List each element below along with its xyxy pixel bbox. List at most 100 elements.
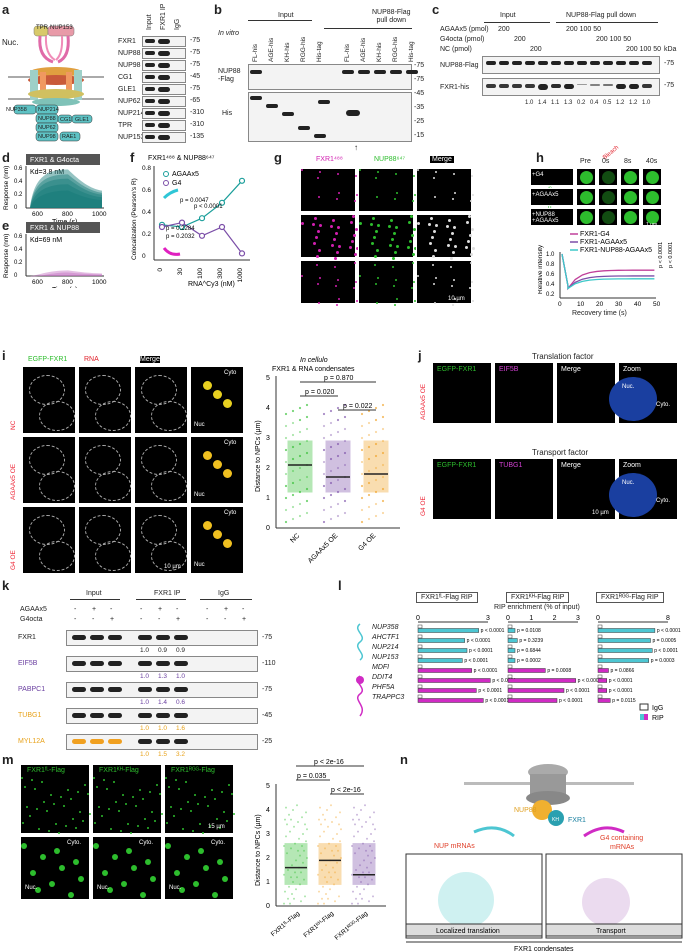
c-band-fxr1	[551, 84, 561, 89]
g-puncta	[301, 169, 303, 171]
l-rip-bar	[417, 658, 463, 663]
k-quant: 1.6	[176, 725, 186, 732]
a-kda: -75	[190, 37, 201, 44]
i-jitter-point	[329, 481, 333, 485]
c-band-fxr1	[564, 84, 574, 90]
g-puncta	[376, 196, 378, 198]
l-rip-bar	[597, 638, 651, 643]
a-band-input	[145, 99, 155, 103]
l-rip-bar	[597, 628, 656, 633]
h-frap-image	[642, 168, 662, 186]
m-pval: p < 2e-16	[331, 787, 361, 794]
k-band	[72, 739, 86, 744]
l-rip-bar	[507, 678, 576, 683]
l-rip-bar	[597, 688, 607, 693]
h-droplet	[624, 171, 637, 184]
k-band	[156, 635, 170, 640]
l-gene: NUP358	[372, 624, 399, 631]
m-jitter-point	[353, 806, 355, 809]
f-arrow-down	[162, 247, 181, 256]
m-jitter-point	[292, 881, 294, 883]
i-col-title: Zoom	[196, 356, 214, 363]
i-xtick: G4 OE	[357, 532, 377, 552]
g-puncta	[472, 194, 474, 196]
m-puncta	[154, 820, 156, 822]
i-jitter-point	[298, 418, 302, 422]
i-zoom-puncta	[203, 381, 212, 390]
j-micrograph: TUBG1	[494, 458, 554, 520]
g-puncta	[319, 171, 321, 173]
a-band-ip	[158, 51, 170, 56]
m-jitter-point	[325, 893, 327, 895]
b-band-top	[406, 70, 418, 74]
m-jitter-point	[333, 883, 335, 886]
m-jitter-point	[317, 873, 319, 876]
i-jitter-point	[291, 517, 295, 521]
h-frap-image	[642, 208, 662, 226]
l-igg-bar	[507, 654, 513, 659]
g-puncta	[359, 222, 362, 225]
a-band-input	[145, 39, 155, 43]
g-puncta	[413, 175, 415, 177]
m-jitter-point	[327, 897, 329, 900]
i-jitter-point	[336, 466, 340, 470]
i-jitter-point	[305, 415, 309, 419]
l-igg-bar	[507, 674, 513, 679]
i-jitter-point	[374, 490, 378, 494]
a-band-ip	[158, 39, 170, 44]
k-band	[72, 635, 86, 640]
l-legend-rip: RIP	[652, 715, 664, 722]
k-row-label: TUBG1	[18, 712, 42, 719]
g-puncta	[414, 194, 416, 196]
n-condensate2	[582, 878, 630, 926]
k-band	[174, 661, 188, 666]
m-jitter-point	[319, 835, 321, 838]
a-band-ip	[158, 135, 170, 140]
k-quant: 1.0	[140, 673, 150, 680]
m-puncta	[122, 794, 124, 796]
a-band-input	[145, 111, 155, 115]
i-jitter-point	[284, 424, 288, 428]
g-puncta	[389, 244, 392, 247]
i-jitter-point	[291, 457, 295, 461]
i-jitter-point	[343, 499, 347, 503]
g-puncta	[316, 264, 318, 266]
c-band-fxr1	[486, 84, 496, 88]
m-zoom-puncta	[112, 854, 118, 860]
i-jitter-point	[291, 493, 295, 497]
h-xtick: 40	[634, 301, 642, 308]
c-band-fxr1	[538, 84, 548, 90]
g-puncta	[330, 225, 333, 228]
l-tick: 8	[666, 615, 670, 622]
cg1-label: CG1	[60, 117, 72, 123]
m-ytick: 2	[266, 855, 270, 862]
g-scale: 10 µm	[448, 296, 465, 302]
m-puncta	[233, 813, 235, 815]
m-jitter-point	[325, 864, 327, 867]
i-jitter-point	[374, 502, 378, 506]
i-zoom-puncta	[223, 539, 232, 548]
i-jitter-point	[329, 469, 333, 473]
m-jitter-point	[357, 830, 359, 833]
h-row-box	[530, 168, 574, 186]
m-col-title: FXR1ᴿᴳᴳ-Flag	[171, 767, 215, 774]
g-puncta	[337, 226, 340, 229]
i-jitter-point	[367, 481, 371, 485]
a-row-label: NUP88	[118, 50, 141, 57]
m-jitter-point	[324, 818, 326, 821]
l-igg-bar	[597, 654, 603, 659]
bli-kd: Kd=3.8 nM	[30, 169, 64, 176]
k-band	[174, 739, 188, 744]
j-micrograph: EGFP-FXR1	[432, 458, 492, 520]
h-xlabel: Recovery time (s)	[572, 310, 627, 317]
i-jitter-point	[374, 466, 378, 470]
m-zoom: Cyto. Nuc.	[20, 836, 90, 900]
a-row-label: CG1	[118, 74, 133, 81]
m-jitter-point	[296, 876, 298, 879]
c-agaa-in: 200	[498, 26, 510, 33]
i-jitter-point	[336, 418, 340, 422]
i-jitter-point	[343, 463, 347, 467]
m-jitter-point	[368, 871, 370, 874]
i-jitter-point	[322, 448, 326, 452]
m-zoom-puncta	[121, 881, 127, 887]
